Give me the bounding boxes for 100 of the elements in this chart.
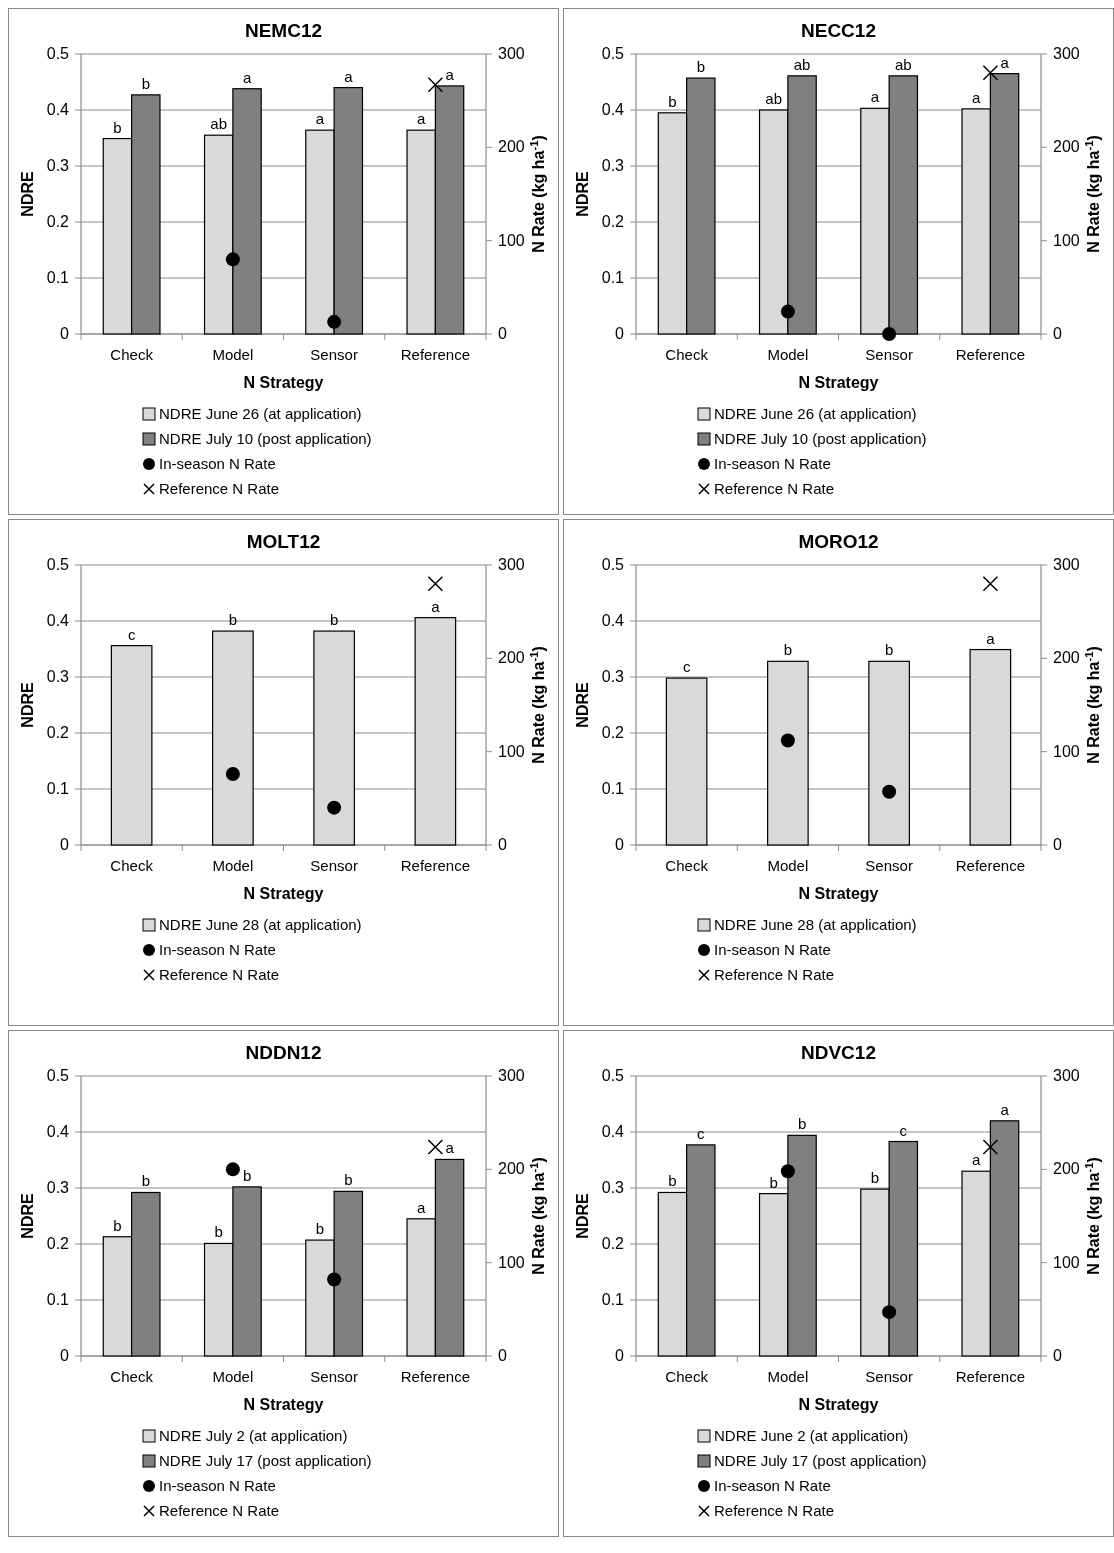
bar [414, 617, 457, 846]
y2-tick-label: 300 [1053, 45, 1080, 62]
y-tick-label: 0.2 [601, 213, 625, 230]
point [780, 733, 795, 748]
legend-label: In-season N Rate [159, 1477, 276, 1494]
x-tick-label: Model [767, 346, 809, 363]
legend-label: NDRE July 17 (post application) [159, 1452, 372, 1469]
x-tick-label: Reference [400, 857, 470, 874]
y-tick-label: 0.5 [46, 556, 70, 573]
data-label: a [870, 88, 880, 106]
y-tick-label: 0.3 [46, 157, 70, 174]
legend-label: NDRE July 10 (post application) [159, 430, 372, 447]
data-label: a [242, 68, 252, 86]
bar [969, 648, 1012, 846]
x-tick-label: Reference [400, 346, 470, 363]
chart-title: NEMC12 [244, 20, 323, 41]
y2-tick-label: 200 [1053, 649, 1080, 667]
data-label: b [797, 1115, 807, 1133]
y2-tick-label: 300 [498, 556, 525, 573]
x-axis-title: N Strategy [798, 1396, 879, 1413]
x-tick-label: Reference [955, 857, 1025, 874]
data-label: a [431, 597, 441, 615]
legend-label: NDRE July 2 (at application) [159, 1427, 348, 1444]
data-label: c [899, 1121, 908, 1139]
y-tick-label: 0.2 [46, 213, 70, 230]
x-tick-label: Check [110, 857, 154, 874]
legend-label: In-season N Rate [159, 455, 276, 472]
bar [313, 630, 355, 846]
data-label: c [682, 658, 691, 676]
data-label: a [1000, 53, 1010, 71]
x-tick-label: Model [212, 346, 254, 363]
point [427, 575, 444, 592]
y-tick-label: 0.2 [601, 1235, 625, 1252]
y-tick-label: 0.4 [46, 101, 70, 118]
x-tick-label: Sensor [310, 857, 358, 874]
y2-tick-label: 0 [498, 836, 507, 853]
y2-tick-label: 200 [498, 649, 525, 667]
data-label: a [1000, 1100, 1010, 1118]
y2-tick-label: 200 [498, 138, 525, 156]
x-tick-label: Sensor [865, 857, 913, 874]
x-tick-label: Reference [400, 1368, 470, 1385]
y2-tick-label: 300 [1053, 1067, 1080, 1084]
data-label: a [445, 1139, 455, 1157]
y-tick-label: 0.2 [601, 724, 625, 741]
bar [767, 660, 809, 846]
data-label: a [417, 110, 427, 128]
point [982, 64, 999, 81]
data-label: b [344, 1171, 353, 1189]
y-tick-label: 0.4 [601, 101, 625, 118]
data-label: ab [210, 115, 228, 133]
y2-tick-label: 200 [498, 1160, 525, 1178]
y-tick-label: 0.4 [601, 1123, 625, 1140]
y-axis-title: NDRE [19, 171, 36, 217]
y2-tick-label: 100 [1053, 231, 1080, 249]
x-tick-label: Model [212, 857, 254, 874]
point [882, 784, 897, 799]
data-label: b [870, 1169, 880, 1187]
data-label: a [986, 629, 996, 647]
y-tick-label: 0.1 [46, 269, 70, 286]
legend-label: Reference N Rate [714, 480, 835, 497]
legend-label: NDRE June 28 (at application) [159, 916, 362, 933]
y-tick-label: 0 [60, 1347, 70, 1364]
y-axis-title: NDRE [574, 682, 591, 728]
y2-tick-label: 0 [1053, 325, 1062, 342]
y-tick-label: 0 [615, 1347, 625, 1364]
y-tick-label: 0.1 [601, 780, 625, 797]
data-label: c [697, 1124, 706, 1142]
data-label: a [445, 65, 455, 83]
y-tick-label: 0.2 [46, 724, 70, 741]
y2-tick-label: 0 [498, 325, 507, 342]
x-tick-label: Sensor [310, 346, 358, 363]
chart-title: NDDN12 [245, 1042, 322, 1063]
x-tick-label: Reference [955, 1368, 1025, 1385]
data-label: b [113, 118, 122, 136]
data-label: a [417, 1198, 427, 1216]
y-tick-label: 0.2 [46, 1235, 70, 1252]
chart-title: NECC12 [801, 20, 876, 41]
bar [665, 677, 708, 846]
data-label: b [668, 1172, 677, 1190]
data-label: a [344, 67, 354, 85]
data-label: b [141, 74, 150, 92]
point [780, 304, 795, 319]
y2-tick-label: 300 [1053, 556, 1080, 573]
y2-tick-label: 300 [498, 45, 525, 62]
legend-label: In-season N Rate [714, 455, 831, 472]
y2-tick-label: 300 [498, 1067, 525, 1084]
data-label: ab [894, 55, 912, 73]
legend-label: NDRE June 26 (at application) [159, 405, 362, 422]
y-tick-label: 0.3 [46, 1179, 70, 1196]
legend-label: NDRE June 2 (at application) [714, 1427, 909, 1444]
point [982, 575, 999, 592]
y-tick-label: 0.4 [601, 612, 625, 629]
y-tick-label: 0.5 [601, 45, 625, 62]
data-label: b [769, 1173, 778, 1191]
y-tick-label: 0 [615, 836, 625, 853]
legend-label: NDRE June 28 (at application) [714, 916, 917, 933]
y2-tick-label: 100 [1053, 742, 1080, 760]
y-tick-label: 0.3 [601, 1179, 625, 1196]
x-tick-label: Model [767, 1368, 809, 1385]
y2-tick-label: 100 [498, 742, 525, 760]
